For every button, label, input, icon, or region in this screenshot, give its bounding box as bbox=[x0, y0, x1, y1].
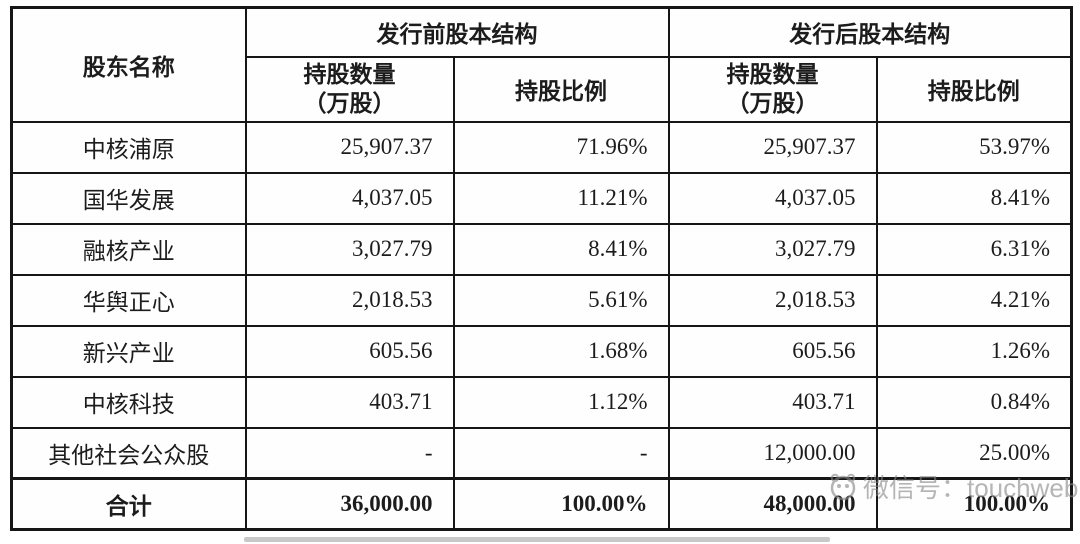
post-pct-cell: 53.97% bbox=[875, 120, 1073, 174]
pre-qty-cell: 4,037.05 bbox=[244, 171, 455, 225]
shareholder-name-cell: 融核产业 bbox=[10, 222, 247, 276]
post-pct-cell: 8.41% bbox=[875, 171, 1073, 225]
table-row: 融核产业 3,027.79 8.41% 3,027.79 6.31% bbox=[10, 222, 1073, 276]
pre-pct-cell: 5.61% bbox=[452, 273, 670, 327]
pre-pct-cell: 1.12% bbox=[452, 375, 670, 429]
post-qty-cell: 3,027.79 bbox=[667, 222, 878, 276]
header-post-issuance-group: 发行后股本结构 bbox=[667, 6, 1073, 58]
post-qty-cell: 605.56 bbox=[667, 324, 878, 378]
header-post-qty-line2: （万股） bbox=[726, 91, 819, 116]
share-structure-table: 股东名称 发行前股本结构 发行后股本结构 持股数量 （万股） 持股比例 持股数量… bbox=[10, 6, 1073, 531]
pre-qty-cell: 3,027.79 bbox=[244, 222, 455, 276]
pre-pct-cell: 71.96% bbox=[452, 120, 670, 174]
total-label-cell: 合计 bbox=[10, 477, 247, 531]
header-post-qty-line1: 持股数量 bbox=[726, 62, 819, 87]
pre-pct-cell: 1.68% bbox=[452, 324, 670, 378]
shareholder-name-cell: 国华发展 bbox=[10, 171, 247, 225]
table-row: 其他社会公众股 - - 12,000.00 25.00% bbox=[10, 426, 1073, 480]
pre-pct-cell: 8.41% bbox=[452, 222, 670, 276]
table-total-row: 合计 36,000.00 100.00% 48,000.00 100.00% bbox=[10, 477, 1073, 531]
table-row: 中核浦原 25,907.37 71.96% 25,907.37 53.97% bbox=[10, 120, 1073, 174]
cropped-next-line-artifact bbox=[244, 537, 830, 542]
post-pct-cell: 6.31% bbox=[875, 222, 1073, 276]
shareholder-name-cell: 新兴产业 bbox=[10, 324, 247, 378]
pre-pct-cell: 11.21% bbox=[452, 171, 670, 225]
header-pre-pct: 持股比例 bbox=[452, 55, 670, 123]
pre-qty-cell: - bbox=[244, 426, 455, 480]
post-pct-cell: 4.21% bbox=[875, 273, 1073, 327]
table-row: 中核科技 403.71 1.12% 403.71 0.84% bbox=[10, 375, 1073, 429]
post-qty-cell: 25,907.37 bbox=[667, 120, 878, 174]
total-pre-pct-cell: 100.00% bbox=[452, 477, 670, 531]
post-pct-cell: 1.26% bbox=[875, 324, 1073, 378]
pre-qty-cell: 2,018.53 bbox=[244, 273, 455, 327]
shareholder-name-cell: 中核浦原 bbox=[10, 120, 247, 174]
header-pre-issuance-group: 发行前股本结构 bbox=[244, 6, 670, 58]
shareholder-name-cell: 中核科技 bbox=[10, 375, 247, 429]
post-qty-cell: 12,000.00 bbox=[667, 426, 878, 480]
table-row: 国华发展 4,037.05 11.21% 4,037.05 8.41% bbox=[10, 171, 1073, 225]
pre-qty-cell: 403.71 bbox=[244, 375, 455, 429]
table-row: 新兴产业 605.56 1.68% 605.56 1.26% bbox=[10, 324, 1073, 378]
shareholder-name-cell: 其他社会公众股 bbox=[10, 426, 247, 480]
post-qty-cell: 2,018.53 bbox=[667, 273, 878, 327]
total-pre-qty-cell: 36,000.00 bbox=[244, 477, 455, 531]
pre-qty-cell: 25,907.37 bbox=[244, 120, 455, 174]
shareholder-name-cell: 华舆正心 bbox=[10, 273, 247, 327]
post-qty-cell: 4,037.05 bbox=[667, 171, 878, 225]
header-pre-qty-line2: （万股） bbox=[303, 91, 396, 116]
header-pre-qty: 持股数量 （万股） bbox=[244, 55, 455, 123]
table-row: 华舆正心 2,018.53 5.61% 2,018.53 4.21% bbox=[10, 273, 1073, 327]
header-post-pct: 持股比例 bbox=[875, 55, 1073, 123]
post-qty-cell: 403.71 bbox=[667, 375, 878, 429]
post-pct-cell: 25.00% bbox=[875, 426, 1073, 480]
header-shareholder-name: 股东名称 bbox=[10, 6, 247, 123]
post-pct-cell: 0.84% bbox=[875, 375, 1073, 429]
total-post-qty-cell: 48,000.00 bbox=[667, 477, 878, 531]
header-post-qty: 持股数量 （万股） bbox=[667, 55, 878, 123]
pre-qty-cell: 605.56 bbox=[244, 324, 455, 378]
total-post-pct-cell: 100.00% bbox=[875, 477, 1073, 531]
pre-pct-cell: - bbox=[452, 426, 670, 480]
header-pre-qty-line1: 持股数量 bbox=[303, 62, 396, 87]
